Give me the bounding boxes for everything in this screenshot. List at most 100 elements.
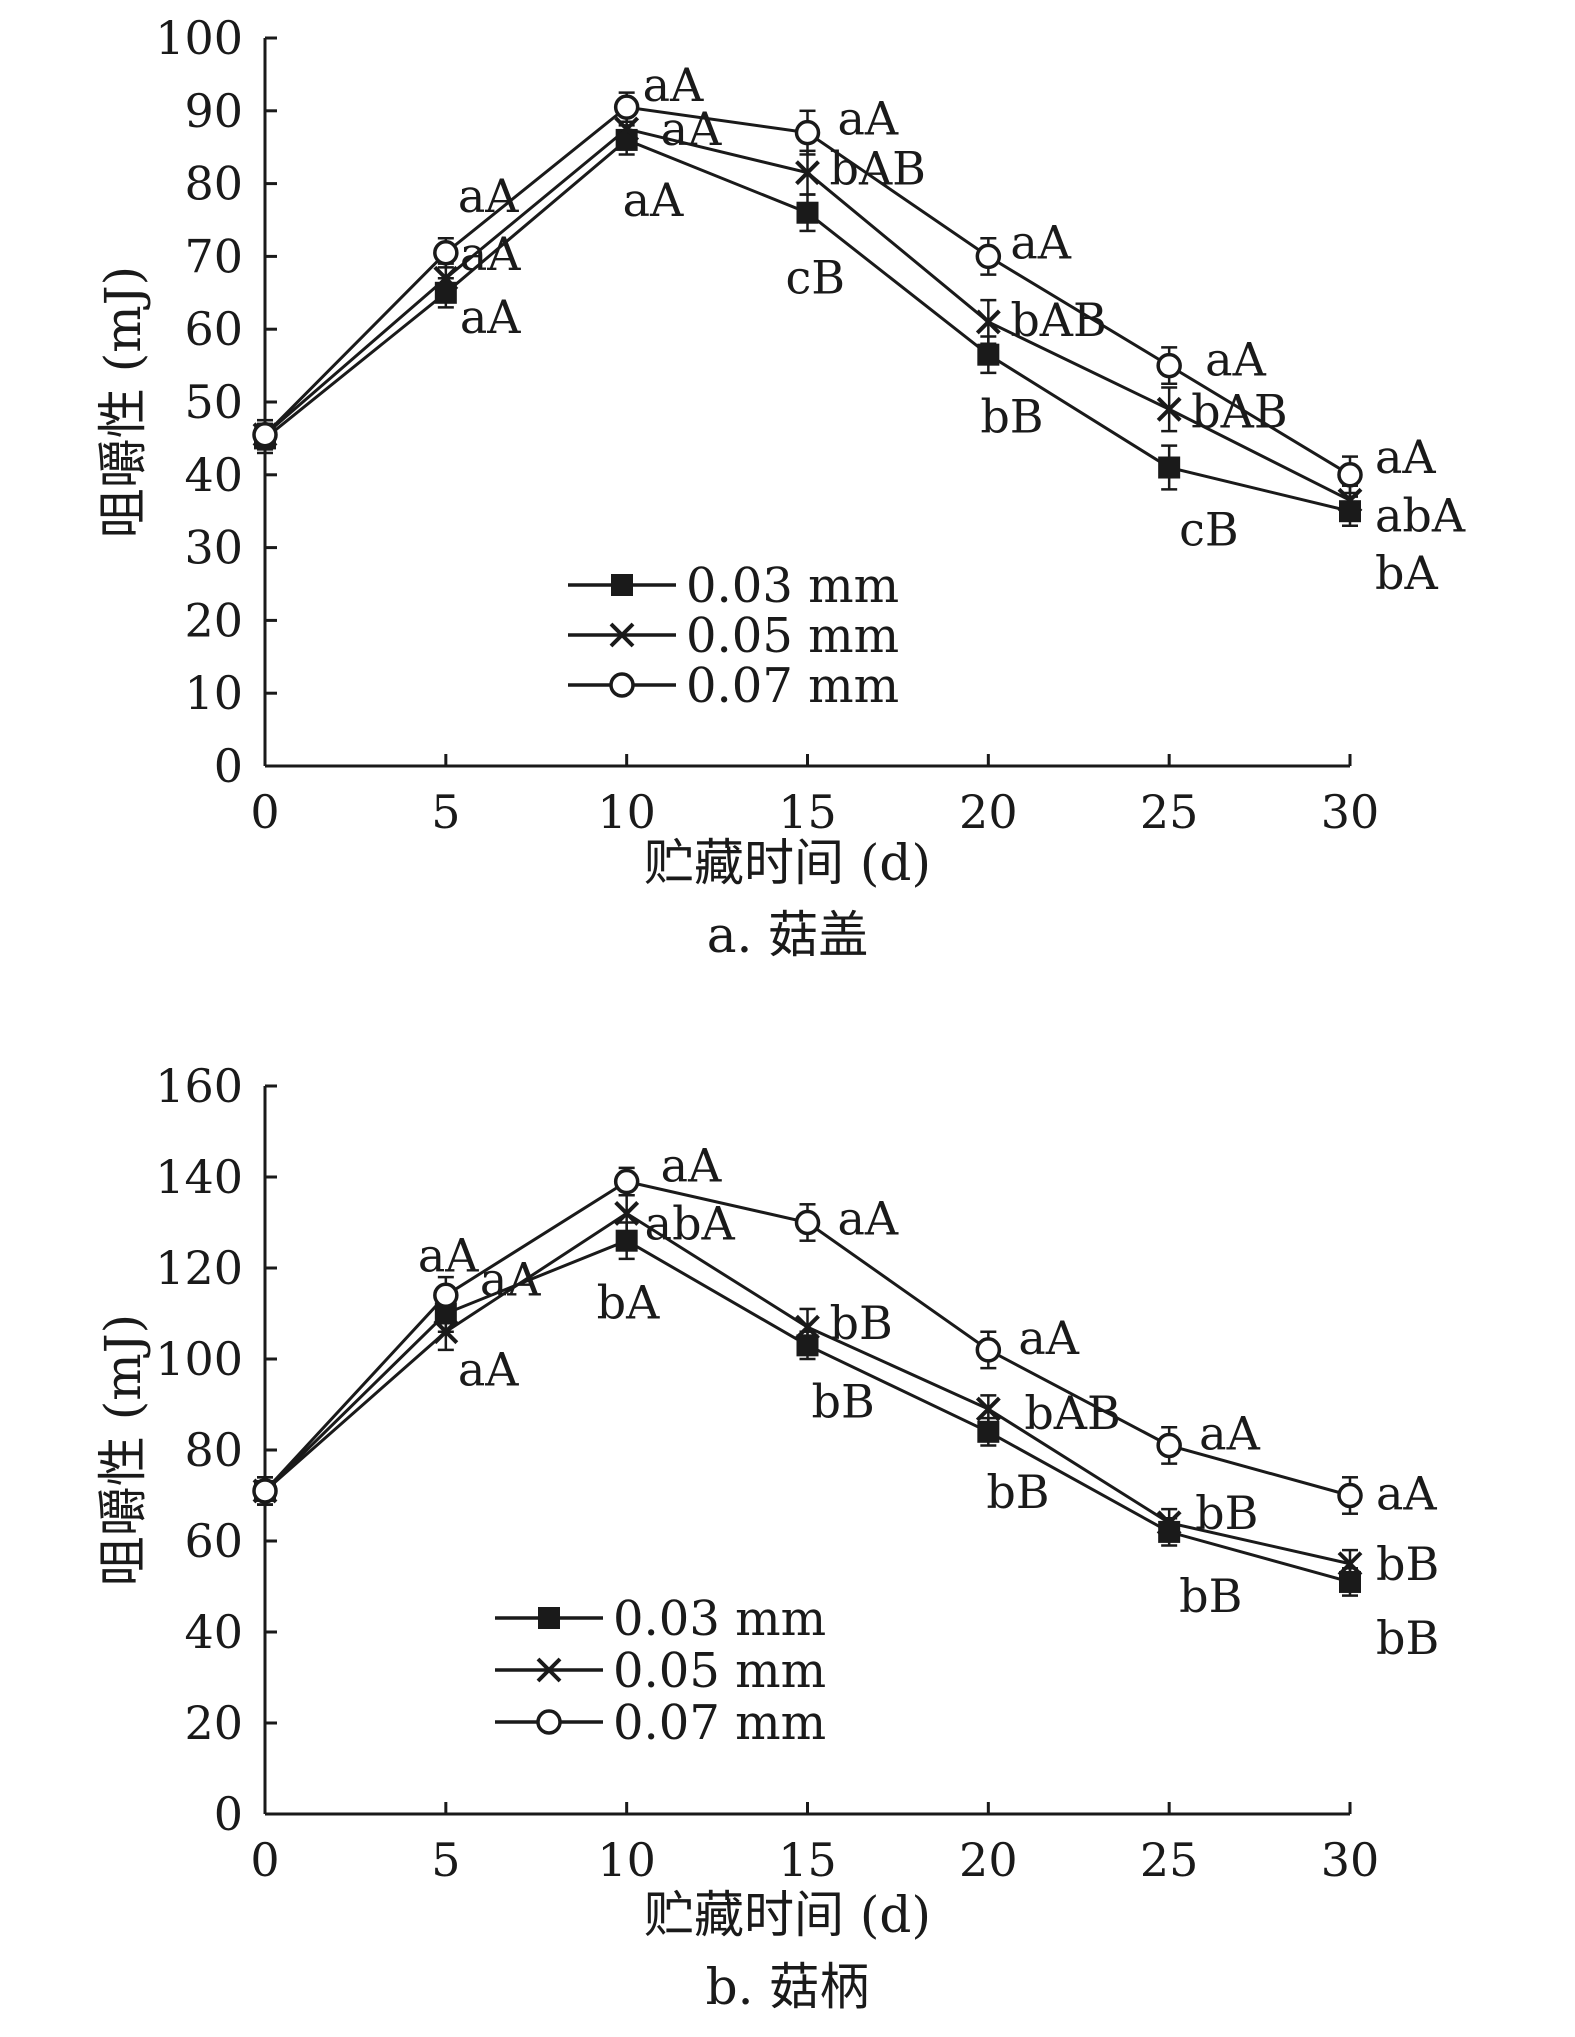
data-point-marker (433, 1319, 459, 1345)
significance-label: bB (1376, 1611, 1439, 1665)
x-tick-label: 5 (431, 1833, 460, 1887)
x-axis-label: 贮藏时间 (d) (644, 834, 931, 892)
significance-label: aA (480, 1252, 541, 1306)
x-tick-label: 0 (250, 1833, 279, 1887)
x-tick-label: 25 (1140, 785, 1199, 839)
data-point-marker (975, 1396, 1001, 1422)
significance-label: bB (1179, 1569, 1242, 1623)
series-circle: aA aA aA aA aA aA (252, 1139, 1437, 1521)
significance-label: aA (838, 92, 899, 146)
legend-label: 0.03 mm (686, 558, 899, 614)
y-tick-label: 20 (184, 593, 243, 647)
data-point-marker (794, 119, 821, 146)
x-tick-label: 10 (597, 1833, 656, 1887)
y-tick-label: 80 (184, 157, 243, 211)
data-point-marker (613, 1168, 640, 1195)
legend-item: 0.03 mm (495, 1591, 826, 1647)
series-square: aA bA bB bB bB bB (254, 1221, 1439, 1665)
significance-label: abA (645, 1196, 736, 1250)
significance-label: abA (1375, 488, 1466, 542)
legend-label: 0.03 mm (613, 1591, 826, 1647)
y-axis-label: 咀嚼性 (mJ) (94, 1314, 152, 1586)
legend-item: 0.05 mm (568, 608, 899, 664)
significance-label: aA (1205, 333, 1266, 387)
legend-label: 0.05 mm (613, 1643, 826, 1699)
y-tick-label: 60 (184, 1514, 243, 1568)
x-tick-label: 20 (959, 785, 1018, 839)
legend-marker (609, 622, 635, 648)
significance-label: aA (661, 1139, 722, 1193)
y-tick-label: 40 (184, 1605, 243, 1659)
significance-label: aA (623, 173, 684, 227)
y-axis-label: 咀嚼性 (mJ) (94, 266, 152, 538)
y-tick-label: 0 (214, 1787, 243, 1841)
legend-marker (609, 672, 635, 698)
y-tick-label: 40 (184, 448, 243, 502)
x-tick-label: 20 (959, 1833, 1018, 1887)
significance-label: aA (643, 58, 704, 112)
significance-label: aA (1199, 1406, 1260, 1460)
chart-panel-1: 0 10 20 30 40 50 60 70 80 90 100 0 5 10 15 20 25 30 贮藏时间 (… (94, 11, 1466, 964)
significance-label: cB (786, 251, 846, 305)
significance-label: bB (1376, 1537, 1439, 1591)
data-point-marker (975, 309, 1001, 335)
data-point-marker (1156, 1432, 1182, 1459)
data-point-marker (252, 1478, 278, 1504)
significance-label: aA (661, 102, 722, 156)
significance-label: aA (460, 290, 521, 344)
significance-label: bAB (830, 142, 926, 196)
significance-label: aA (1376, 1467, 1437, 1521)
data-point-marker (1156, 1510, 1182, 1536)
data-point-marker (433, 265, 459, 291)
legend-label: 0.07 mm (686, 658, 899, 714)
data-point-marker (613, 94, 640, 120)
y-tick-label: 80 (184, 1423, 243, 1477)
x-tick-label: 30 (1321, 1833, 1380, 1887)
legend-label: 0.05 mm (686, 608, 899, 664)
legend: 0.03 mm0.05 mm0.07 mm (495, 1591, 826, 1751)
data-point-marker (977, 343, 1000, 366)
x-tick-label: 5 (431, 785, 460, 839)
data-point-marker (1156, 396, 1182, 422)
y-tick-label: 100 (155, 11, 243, 65)
x-tick-label: 15 (778, 1833, 837, 1887)
significance-label: aA (460, 227, 521, 281)
series-line (263, 1239, 1351, 1584)
significance-label: bAB (1191, 384, 1287, 438)
y-tick-label: 60 (184, 302, 243, 356)
x-tick-label: 10 (597, 785, 656, 839)
y-tick-label: 90 (184, 84, 243, 138)
data-point-marker (252, 422, 278, 448)
significance-label: aA (458, 1343, 519, 1397)
x-tick-label: 25 (1140, 1833, 1199, 1887)
chart-caption: b. 菇柄 (706, 1958, 870, 2016)
data-point-marker (795, 1314, 820, 1340)
chart-caption: a. 菇盖 (707, 906, 869, 964)
y-tick-label: 0 (214, 739, 243, 793)
legend-marker (536, 1657, 562, 1683)
legend-item: 0.05 mm (495, 1643, 826, 1699)
legend: 0.03 mm0.05 mm0.07 mm (568, 558, 899, 714)
significance-label: bB (986, 1465, 1049, 1519)
data-point-marker (614, 1200, 640, 1226)
data-point-marker (433, 240, 459, 266)
data-point-marker (1337, 1482, 1363, 1509)
x-axis-label: 贮藏时间 (d) (644, 1886, 931, 1944)
legend-marker (611, 574, 633, 596)
significance-label: bB (830, 1296, 893, 1350)
significance-label: aA (1375, 430, 1436, 484)
chart-panel-2: 0 20 40 60 80 100 120 140 160 0 5 10 15 20 25 30 贮藏时间 (d… (94, 1059, 1439, 2016)
y-tick-label: 30 (184, 521, 243, 575)
data-point-marker (795, 160, 820, 186)
data-point-marker (975, 243, 1002, 270)
significance-label: aA (1018, 1311, 1079, 1365)
data-point-marker (794, 1209, 821, 1236)
legend-marker (538, 1607, 560, 1629)
x-tick-label: 30 (1321, 785, 1380, 839)
y-tick-label: 120 (155, 1241, 243, 1295)
significance-label: cB (1179, 503, 1239, 557)
data-point-marker (615, 1229, 638, 1252)
legend-item: 0.03 mm (568, 558, 899, 614)
